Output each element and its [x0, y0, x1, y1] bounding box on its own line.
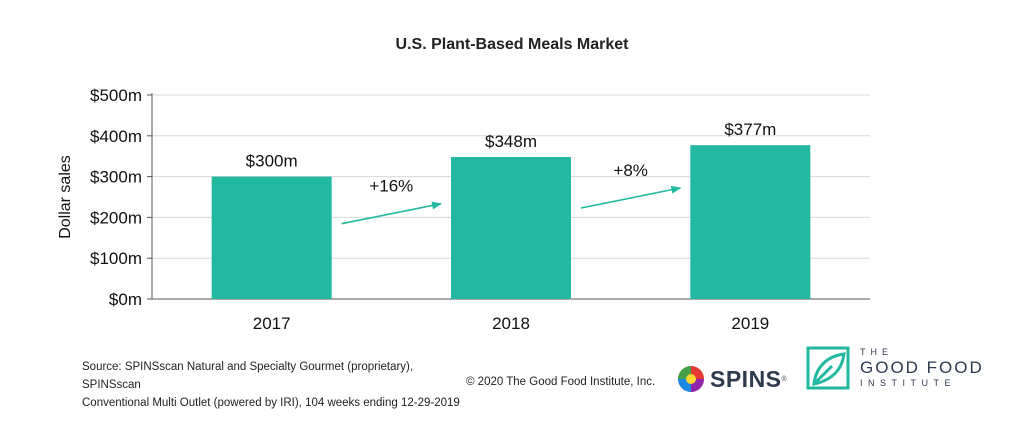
bar-chart: $0m $100m $200m $300m $400m $500m Dollar sales… — [57, 86, 870, 333]
x-tick-label: 2018 — [492, 314, 530, 333]
gfi-line-good-food: GOOD FOOD — [860, 358, 984, 377]
y-axis-label: Dollar sales — [57, 155, 74, 239]
growth-arrow — [341, 201, 442, 225]
gfi-leaf-icon — [806, 346, 850, 390]
source-line-2: Conventional Multi Outlet (powered by IR… — [82, 397, 460, 409]
x-tick-label: 2017 — [253, 314, 291, 333]
chart-title: U.S. Plant-Based Meals Market — [395, 36, 629, 53]
x-tick-label: 2019 — [731, 314, 769, 333]
data-label-2019: $377m — [724, 120, 776, 139]
y-tick-label: $500m — [90, 86, 142, 105]
source-line-1: Source: SPINSscan Natural and Specialty … — [82, 361, 414, 391]
bar-2019 — [690, 145, 811, 299]
gfi-logo: THE GOOD FOOD INSTITUTE — [806, 346, 984, 390]
bar-2018 — [451, 157, 571, 299]
bar-2017 — [211, 176, 332, 299]
spins-wordmark: SPINS — [710, 365, 782, 392]
copyright: © 2020 The Good Food Institute, Inc. — [466, 376, 656, 388]
y-tick-label: $100m — [90, 249, 142, 268]
growth-label: +16% — [369, 177, 413, 196]
data-label-2018: $348m — [485, 132, 537, 151]
y-tick-label: $300m — [90, 168, 142, 187]
gfi-line-institute: INSTITUTE — [860, 378, 956, 388]
y-tick-label: $0m — [109, 290, 142, 309]
y-tick-label: $400m — [90, 127, 142, 146]
growth-arrow — [580, 185, 682, 209]
y-tick-label: $200m — [90, 208, 142, 227]
data-label-2017: $300m — [246, 152, 298, 171]
spins-logo: SPINS ® — [676, 364, 787, 394]
source-note: Source: SPINSscan Natural and Specialty … — [82, 358, 462, 412]
spins-registered-mark: ® — [781, 375, 787, 383]
growth-label: +8% — [613, 161, 648, 180]
spins-globe-icon — [678, 366, 704, 392]
gfi-line-the: THE — [860, 347, 893, 357]
